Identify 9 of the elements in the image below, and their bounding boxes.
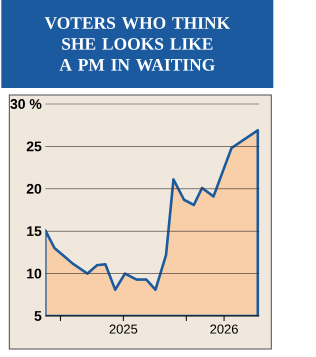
x-tick-label: 2025 [109,324,138,334]
y-tick-label: 25 [26,141,42,152]
y-tick-label: 20 [26,184,42,194]
y-tick-label: 15 [27,226,42,236]
chart-title: VOTERS WHO THINK SHE LOOKS LIKE A PM IN WAITING [44,17,230,71]
x-tick-label: 2026 [210,324,238,334]
y-tick-label: 5 [34,311,42,321]
y-tick-label: 30 % [10,99,42,109]
y-tick-label: 10 [27,268,42,279]
